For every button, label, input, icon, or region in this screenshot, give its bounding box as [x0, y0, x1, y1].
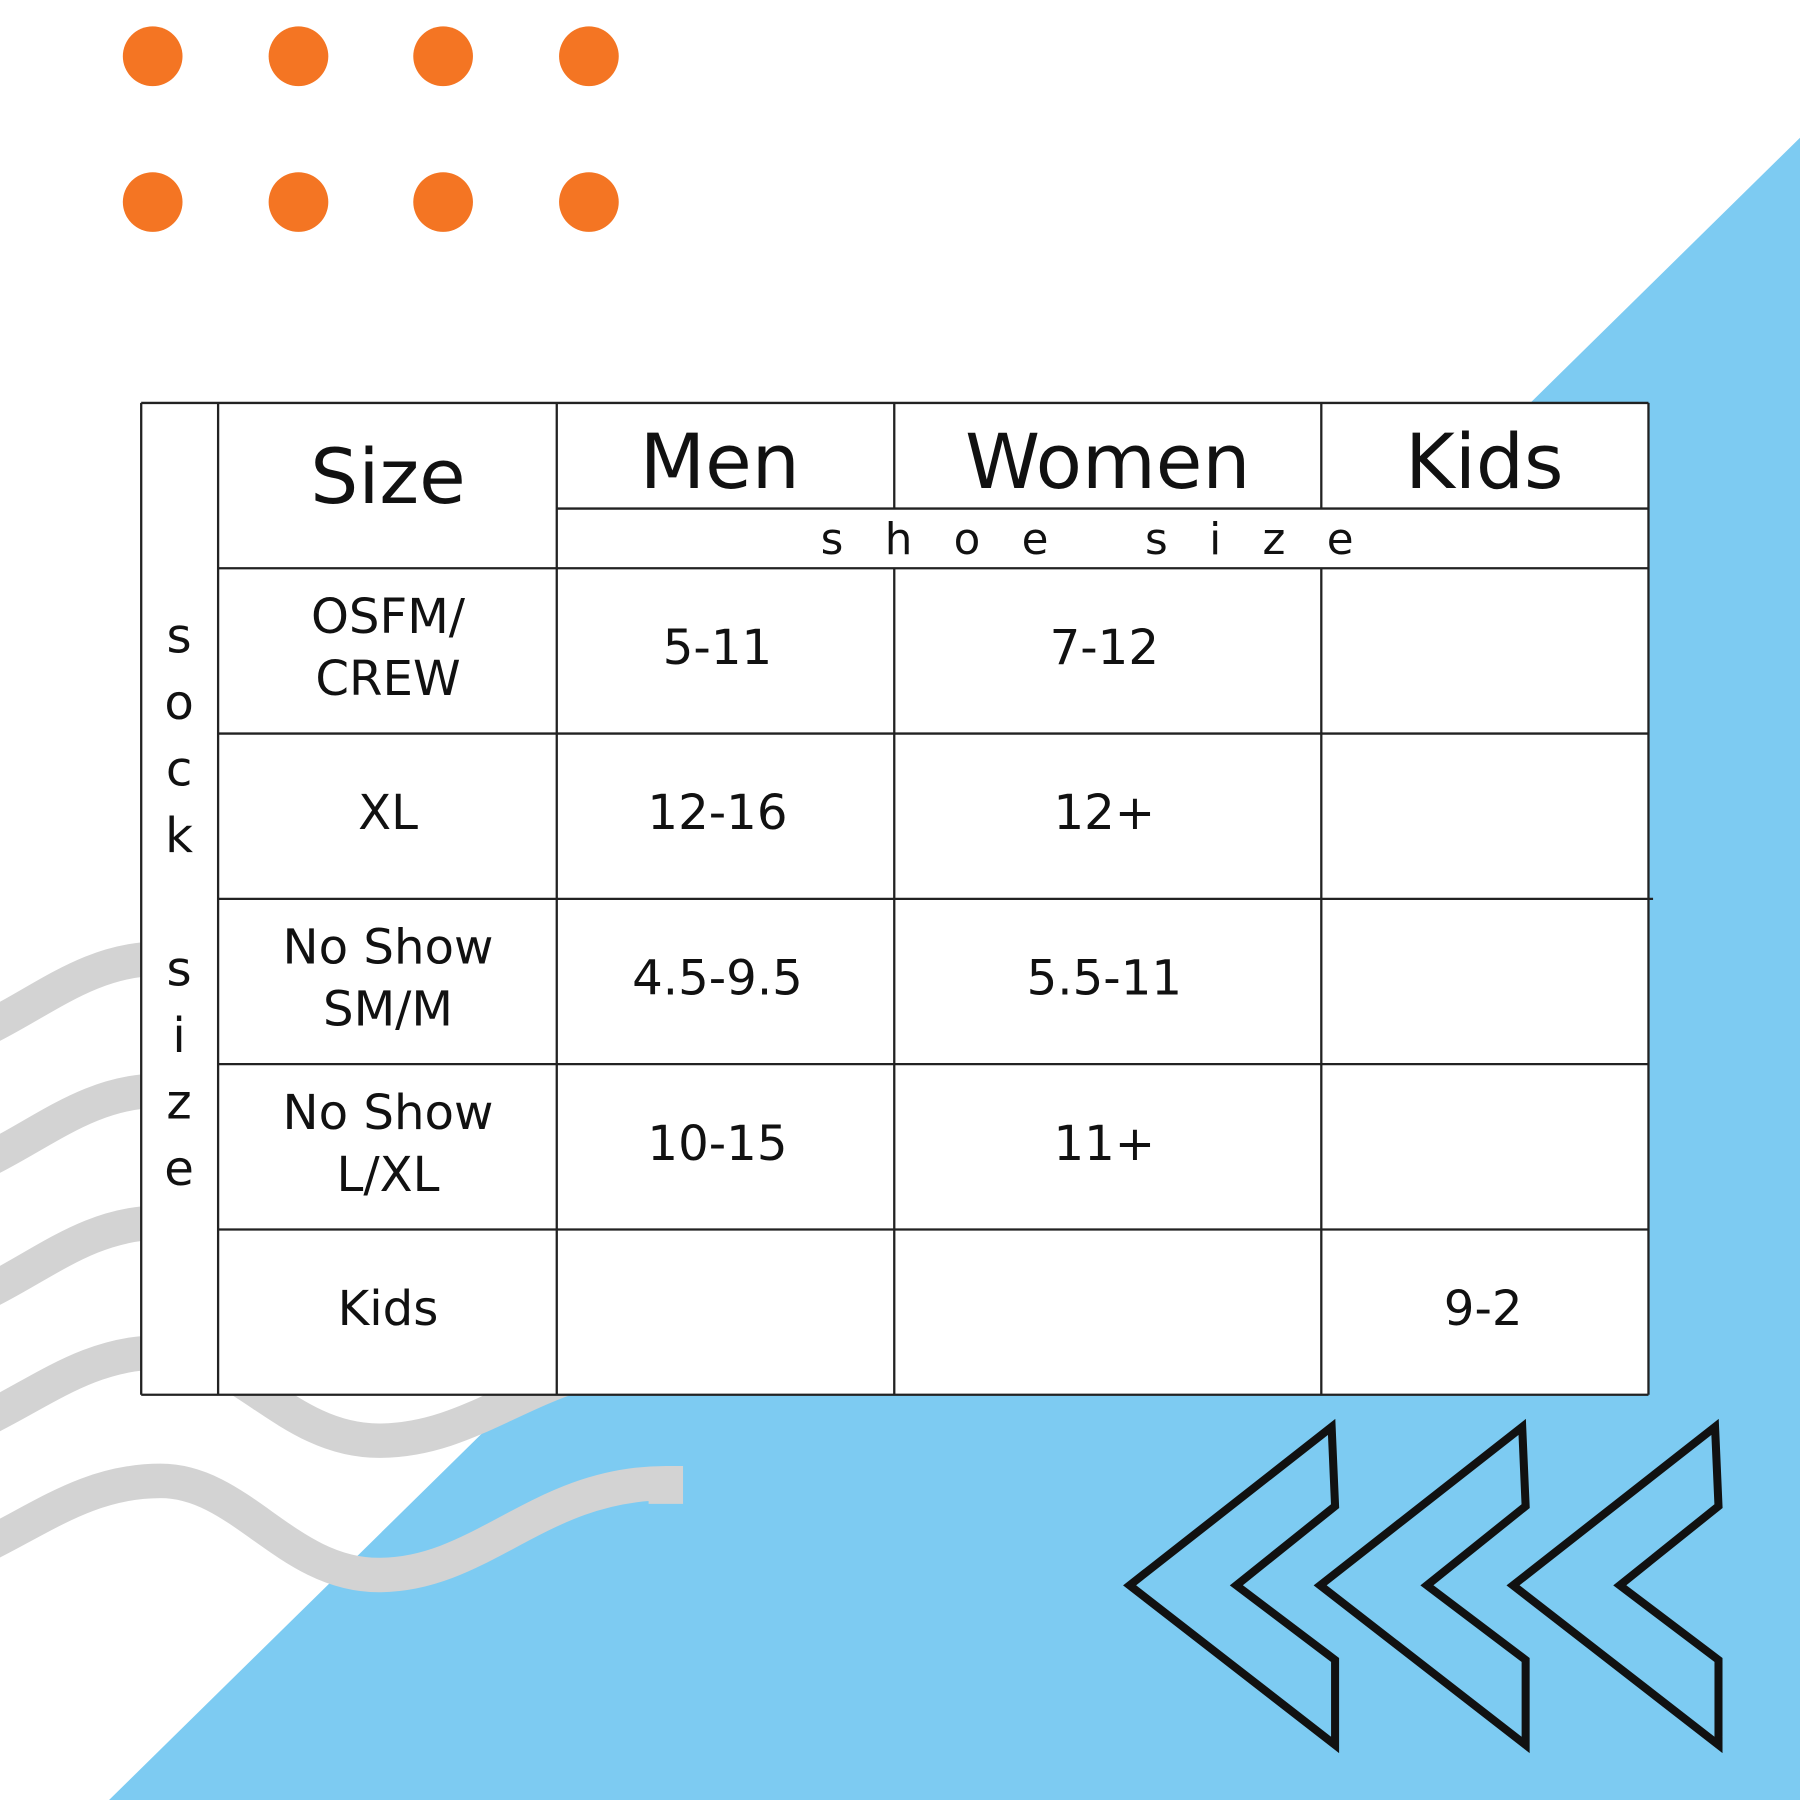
- men-cell: 4.5-9.5: [632, 951, 803, 1007]
- size-cell: OSFM/: [311, 589, 466, 645]
- women-cell: 7-12: [1050, 620, 1159, 676]
- header-cell: Size: [310, 433, 466, 521]
- size-cell: CREW: [315, 651, 460, 707]
- table-grid: [140, 401, 1654, 1396]
- women-cell: 11+: [1053, 1116, 1155, 1172]
- header-cell: Men: [640, 418, 800, 506]
- women-cell: 5.5-11: [1027, 951, 1182, 1007]
- size-cell: L/XL: [337, 1147, 440, 1203]
- header-cell: Kids: [1405, 418, 1563, 506]
- men-cell: 12-16: [647, 785, 787, 841]
- size-cell: SM/M: [323, 982, 453, 1038]
- orange-dots: [122, 26, 619, 232]
- men-cell: 5-11: [663, 620, 772, 676]
- size-cell: Kids: [338, 1281, 439, 1337]
- shoe-size-label: shoe size: [821, 515, 1395, 565]
- size-cell: XL: [358, 785, 418, 841]
- chevrons: [1123, 1418, 1723, 1754]
- table-cells: Size Men Women Kids s o c k s i z e OSFM/CREW 5-11 7-…: [164, 418, 1563, 1337]
- men-cell: 10-15: [647, 1116, 787, 1172]
- women-cell: 12+: [1053, 785, 1155, 841]
- header-cell: Women: [965, 418, 1250, 506]
- kids-cell: 9-2: [1444, 1281, 1523, 1337]
- size-cell: No Show: [283, 1085, 494, 1141]
- size-cell: No Show: [283, 920, 494, 976]
